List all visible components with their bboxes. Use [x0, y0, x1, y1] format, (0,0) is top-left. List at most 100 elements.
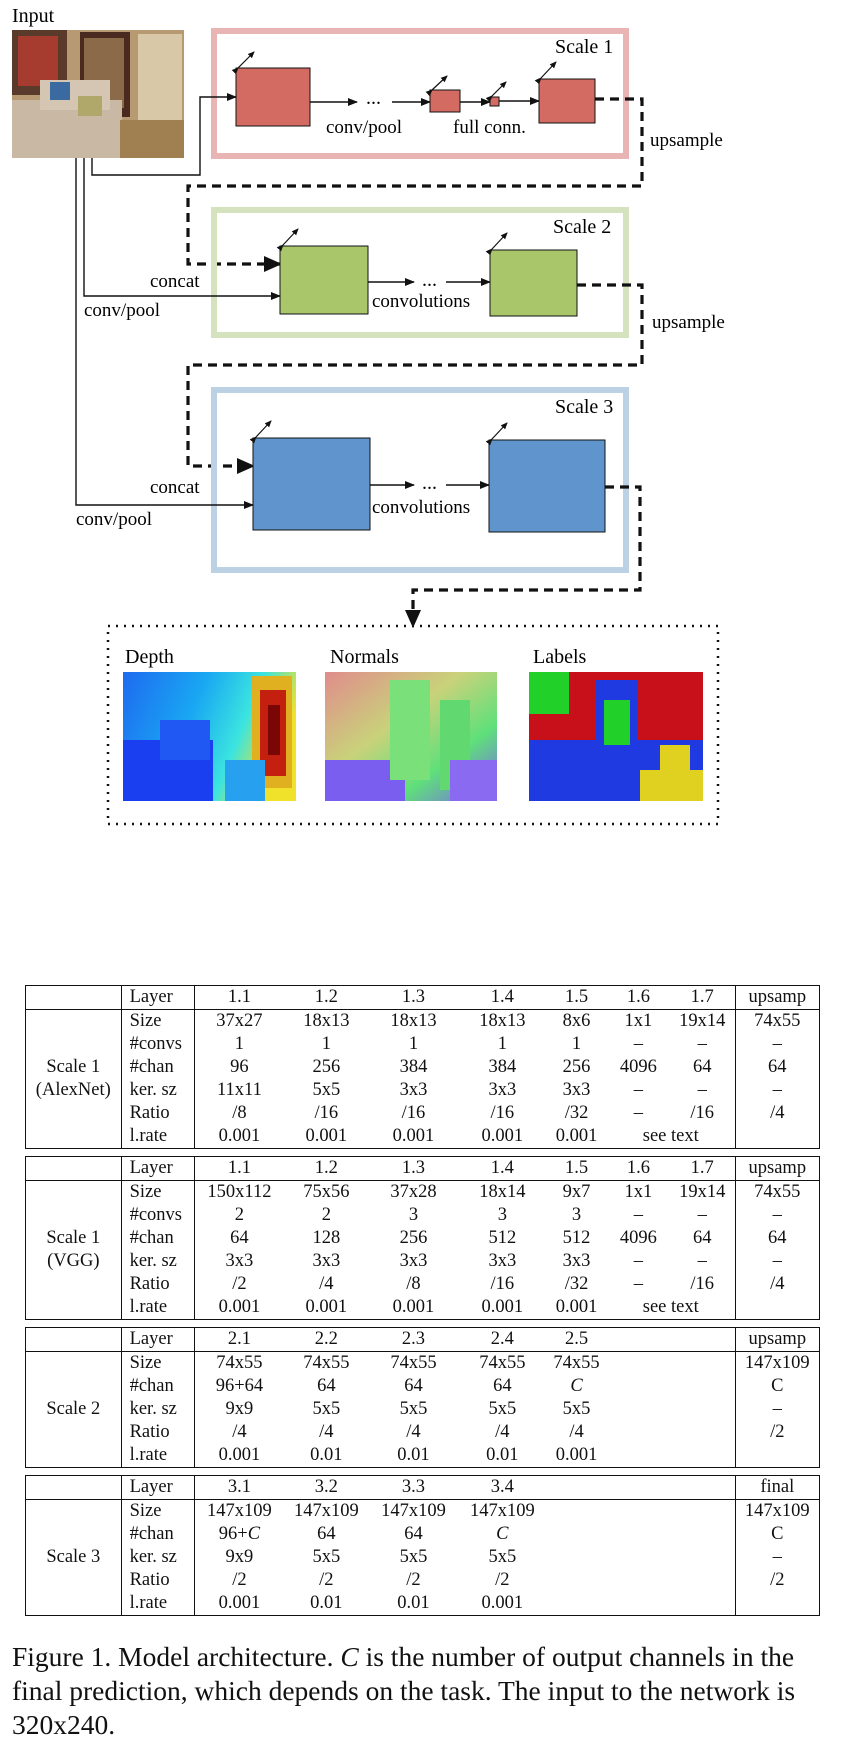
table-cell: 18x14: [479, 1182, 526, 1202]
table-row: Scale 1 (VGG) Size 150x112 75x56 37x28 18x14 9x…: [25, 1180, 821, 1320]
depth-map-image: [123, 672, 296, 801]
table-cell-last: [734, 1296, 821, 1320]
table-cell: 18x13: [479, 1011, 526, 1031]
table-cell: [670, 1569, 735, 1592]
table-cell: 1x1: [624, 1011, 653, 1031]
table-cell: 150x112: [207, 1182, 272, 1202]
table-cell: 1: [571, 1034, 582, 1054]
table-cell: 0.001: [368, 1296, 459, 1320]
table-cell: 4096: [619, 1228, 657, 1248]
table-cell: /16: [690, 1274, 715, 1294]
table-cell: 256: [562, 1057, 591, 1077]
table-cell-last: –: [734, 1546, 821, 1569]
input-photo: [12, 30, 184, 158]
caption-prefix: Figure 1. Model architecture.: [12, 1641, 341, 1672]
caption-rest: is the number of output channels in the …: [12, 1641, 796, 1740]
output-label-labels: Labels: [533, 646, 587, 668]
header-cell: upsamp: [734, 1156, 821, 1181]
table-cell: [670, 1500, 735, 1524]
header-cell: [546, 1475, 607, 1500]
header-cell: 1.2: [284, 1156, 369, 1181]
row-label: Ratio: [121, 1569, 195, 1592]
table-cell: /4: [319, 1422, 334, 1442]
table-cell: 0.001: [368, 1125, 459, 1149]
table-row: ker. sz 9x9 5x5 5x5 5x5 5x5 –: [26, 1398, 821, 1421]
table-cell: 0.001: [194, 1296, 285, 1320]
table-cell: 0.01: [458, 1444, 547, 1468]
table-cell: [607, 1375, 670, 1398]
header-cell: 1.7: [669, 1156, 736, 1181]
header-cell: 1.6: [606, 985, 670, 1010]
table-cell: 5x5: [562, 1399, 591, 1419]
table-cell-last: [734, 1444, 821, 1468]
table-cell-last: 147x109: [734, 1351, 821, 1375]
header-cell: 1.6: [606, 1156, 670, 1181]
table-cell: see text: [606, 1296, 736, 1320]
table-cell: 1: [234, 1034, 245, 1054]
scale-name-line: Scale 1: [46, 1228, 101, 1248]
table-cell: 0.01: [284, 1444, 369, 1468]
table-cell: 74x55: [479, 1353, 526, 1373]
table-cell: 147x109: [469, 1501, 535, 1521]
table-row: #chan 96 256 384 384 256 4096 64 64: [26, 1056, 821, 1079]
table-row: #convs 2 2 3 3 3 – – –: [26, 1204, 821, 1227]
table-1: Layer 1.1 1.2 1.3 1.4 1.5 1.6 1.7 upsamp Scale 1 (…: [25, 985, 821, 1149]
upsample-label-2: upsample: [652, 312, 725, 333]
upsample-label-1: upsample: [650, 130, 723, 151]
table-cell: [607, 1523, 670, 1546]
table-cell: [607, 1569, 670, 1592]
header-cell: 1.4: [458, 985, 547, 1010]
table-cell: 64: [230, 1228, 249, 1248]
header-label-cell: Layer: [121, 985, 195, 1010]
input-label: Input: [12, 5, 55, 27]
table-cell: 0.001: [194, 1444, 285, 1468]
row-label: ker. sz: [121, 1250, 195, 1273]
table-cell: [607, 1421, 670, 1444]
table-cell: 3x3: [225, 1251, 254, 1271]
table-cell: 4096: [619, 1057, 657, 1077]
table-cell: 19x14: [679, 1011, 726, 1031]
table-cell: 2: [234, 1205, 245, 1225]
scale3-conv-pool-label: conv/pool: [76, 509, 152, 530]
scale3-ellipsis: ...: [422, 472, 437, 494]
table-cell: 0.001: [284, 1296, 369, 1320]
table-header-row: Layer 3.1 3.2 3.3 3.4 final: [25, 1475, 821, 1500]
table-cell-last: C: [734, 1375, 821, 1398]
table-cell: [606, 1592, 670, 1616]
table-cell-last: –: [734, 1398, 821, 1421]
table-header-row: Layer 1.1 1.2 1.3 1.4 1.5 1.6 1.7 upsamp: [25, 985, 821, 1010]
header-cell: [669, 1475, 736, 1500]
row-label: Size: [121, 1499, 195, 1523]
table-cell-last: 147x109: [734, 1499, 821, 1523]
architecture-diagram: Input Scale 1 ... conv/pool full conn. u…: [12, 5, 725, 826]
table-cell: 0.001: [546, 1125, 607, 1149]
table-row: Ratio/4/4/4/4/4/2: [26, 1421, 821, 1444]
table-cell: [546, 1546, 607, 1569]
table-cell: 147x109: [207, 1501, 272, 1521]
table-cell: 37x28: [390, 1182, 437, 1202]
scale1-conv-pool-label: conv/pool: [326, 117, 402, 138]
table-row: ker. sz 11x11 5x5 3x3 3x3 3x3 – – –: [26, 1079, 821, 1102]
table-cell: 74x55: [216, 1353, 263, 1373]
scale-name-cell: Scale 1 (AlexNet): [25, 1009, 122, 1149]
table-cell: 5x5: [312, 1399, 341, 1419]
table-row: Scale 1 (AlexNet) Size 37x27 18x13 18x13 18x13…: [25, 1009, 821, 1149]
table-cell-last: /2: [734, 1421, 821, 1444]
table-cell: –: [633, 1034, 644, 1054]
table-3: Layer 2.1 2.2 2.3 2.4 2.5 upsamp Scale 2 Size 74x…: [25, 1327, 821, 1468]
table-cell-last: [734, 1125, 821, 1149]
scale-name-line: Scale 2: [46, 1399, 101, 1419]
row-label: l.rate: [121, 1296, 195, 1320]
table-cell: [670, 1546, 735, 1569]
table-cell: [546, 1569, 607, 1592]
table-cell: [546, 1500, 607, 1524]
table-cell: 18x13: [390, 1011, 437, 1031]
scale1-layer-1: [235, 67, 311, 127]
table-cell: 64: [317, 1524, 336, 1544]
scale-name-cell: Scale 2: [25, 1351, 122, 1468]
scale3-layer-out: [488, 439, 606, 533]
table-row: ker. sz 3x3 3x3 3x3 3x3 3x3 – – –: [26, 1250, 821, 1273]
scale1-ellipsis: ...: [366, 87, 381, 109]
header-cell: [606, 1327, 670, 1352]
table-cell: –: [633, 1205, 644, 1225]
